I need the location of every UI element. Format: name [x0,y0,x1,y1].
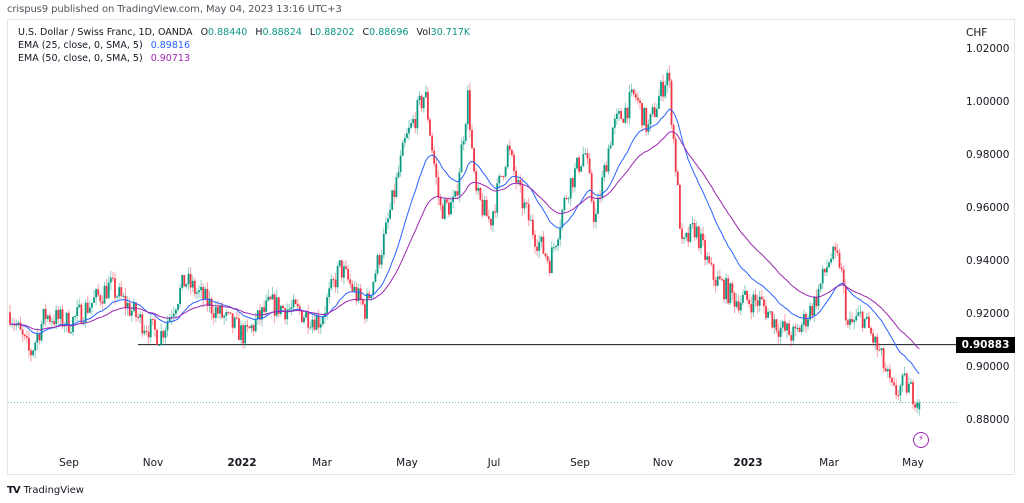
high-value: 0.88824 [262,27,302,38]
chart-legend: U.S. Dollar / Swiss Franc, 1D, OANDA O0.… [18,26,475,65]
price-tick: 0.96000 [966,202,1010,214]
time-tick: Sep [59,457,79,469]
currency-label: CHF [966,27,988,39]
publisher-caption: crispus9 published on TradingView.com, M… [7,4,342,15]
time-tick: 2023 [733,457,763,469]
ema25-value: 0.89816 [150,40,190,51]
time-tick: May [396,457,418,469]
legend-ema25-row[interactable]: EMA (25, close, 0, SMA, 5) 0.89816 [18,39,475,52]
price-tick: 0.92000 [966,308,1010,320]
ema50-label: EMA (50, close, 0, SMA, 5) [18,53,143,64]
chart-panel[interactable] [7,19,1015,475]
tradingview-logo: TV TradingView [7,485,84,496]
ema50-value: 0.90713 [150,53,190,64]
legend-ohlc-row: U.S. Dollar / Swiss Franc, 1D, OANDA O0.… [18,27,471,38]
symbol-title[interactable]: U.S. Dollar / Swiss Franc, 1D, OANDA [18,27,193,38]
lightning-icon[interactable]: ⚡ [913,432,929,448]
time-tick: Nov [652,457,674,469]
legend-ema50-row[interactable]: EMA (50, close, 0, SMA, 5) 0.90713 [18,52,475,65]
time-tick: Nov [142,457,164,469]
support-price-tag: 0.90883 [956,337,1015,353]
volume-value: 30.717K [430,27,471,38]
low-value: 0.88202 [315,27,355,38]
time-tick: May [902,457,924,469]
time-tick: Jul [487,457,501,469]
price-tick: 0.98000 [966,149,1010,161]
close-value: 0.88696 [369,27,409,38]
ema25-label: EMA (25, close, 0, SMA, 5) [18,40,143,51]
tv-logo-icon: TV [7,485,21,496]
price-tick: 0.90000 [966,361,1010,373]
ema25-line [9,108,920,375]
brand-name: TradingView [23,485,84,496]
time-tick: 2022 [227,457,257,469]
time-tick: Mar [312,457,332,469]
price-tick: 0.94000 [966,255,1010,267]
price-tick: 1.00000 [966,96,1010,108]
price-tick: 1.02000 [966,43,1010,55]
time-tick: Mar [819,457,839,469]
candlestick-series[interactable] [9,65,921,416]
open-value: 0.88440 [208,27,248,38]
ema50-line [10,131,920,350]
time-tick: Sep [570,457,590,469]
price-tick: 0.88000 [966,414,1010,426]
